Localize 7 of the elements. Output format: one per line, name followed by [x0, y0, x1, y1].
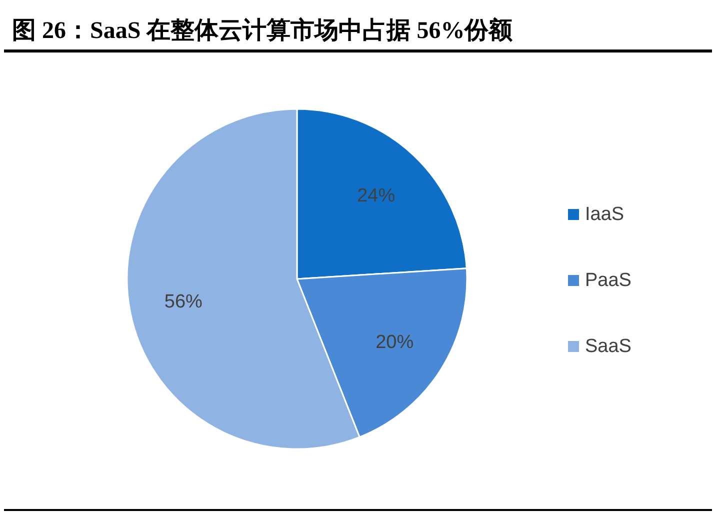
data-label: 56% [164, 292, 203, 313]
data-label: 24% [357, 186, 396, 207]
legend-label: PaaS [585, 270, 632, 291]
legend-label: IaaS [585, 204, 624, 225]
chart-title: 图 26：SaaS 在整体云计算市场中占据 56%份额 [12, 17, 514, 44]
data-label: 20% [376, 332, 414, 353]
legend-label: SaaS [585, 336, 632, 357]
